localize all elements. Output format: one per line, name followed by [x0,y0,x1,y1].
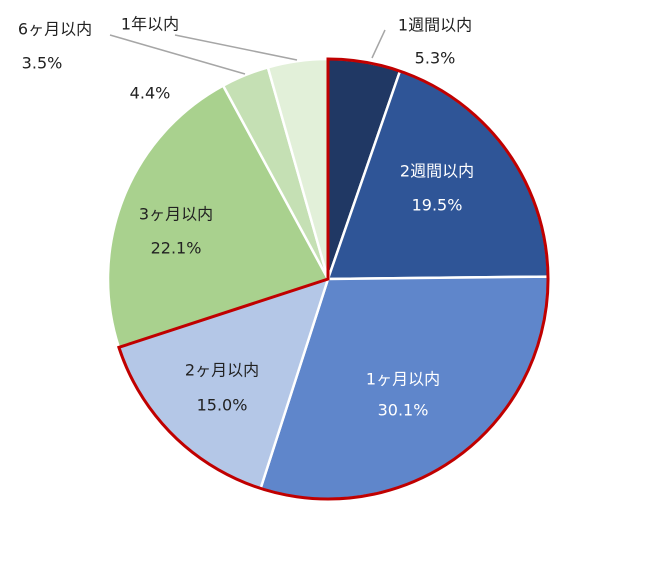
value-label: 4.4% [130,84,171,103]
slice-label: 3ヶ月以内 [139,205,213,224]
value-label: 5.3% [415,49,456,68]
leader-line [109,34,246,75]
slice-label: 1週間以内 [398,16,472,35]
slice-label: 1ヶ月以内 [366,370,440,389]
value-label: 19.5% [412,196,463,215]
pie [106,57,550,501]
leader-line [371,29,386,59]
leader-line [174,34,298,61]
value-label: 30.1% [378,401,429,420]
slice-label: 2週間以内 [400,162,474,181]
value-label: 15.0% [197,396,248,415]
value-label: 22.1% [151,239,202,258]
slice-label: 1年以内 [121,15,179,34]
value-label: 3.5% [22,54,63,73]
slice-label: 6ヶ月以内 [18,20,92,39]
pie-slice [106,83,330,349]
highlight-outline [117,57,550,501]
slice-label: 2ヶ月以内 [185,361,259,380]
